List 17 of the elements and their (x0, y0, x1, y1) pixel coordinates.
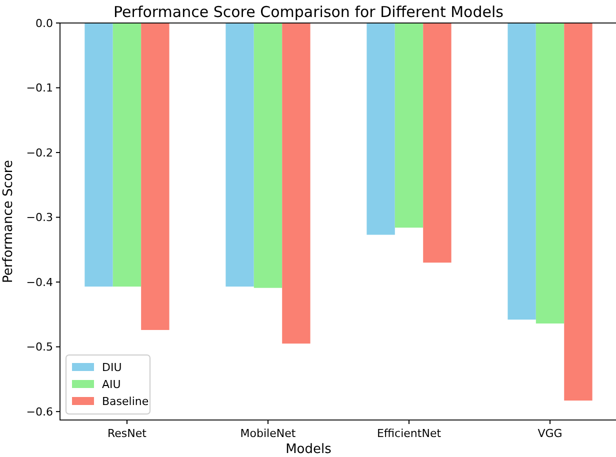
y-tick-label: −0.2 (26, 146, 53, 160)
y-tick-label: −0.5 (26, 340, 53, 354)
y-axis-title: Performance Score (1, 160, 16, 283)
y-tick-label: −0.1 (26, 82, 53, 95)
x-tick-label: EfficientNet (376, 427, 442, 440)
y-tick-label: −0.6 (26, 405, 53, 418)
y-tick-label: −0.4 (26, 276, 53, 289)
x-tick-label: ResNet (107, 427, 148, 440)
x-tick-label: VGG (538, 427, 562, 440)
y-tick-label: −0.3 (26, 211, 53, 224)
x-axis-title: Models (286, 442, 332, 457)
chart-title: Performance Score Comparison for Different Models (114, 3, 504, 21)
legend-label: AIU (102, 378, 121, 391)
x-tick-label: MobileNet (240, 427, 296, 440)
y-tick-label: 0.0 (36, 16, 53, 30)
legend-label: Baseline (102, 395, 149, 408)
legend-label: DIU (102, 361, 122, 374)
